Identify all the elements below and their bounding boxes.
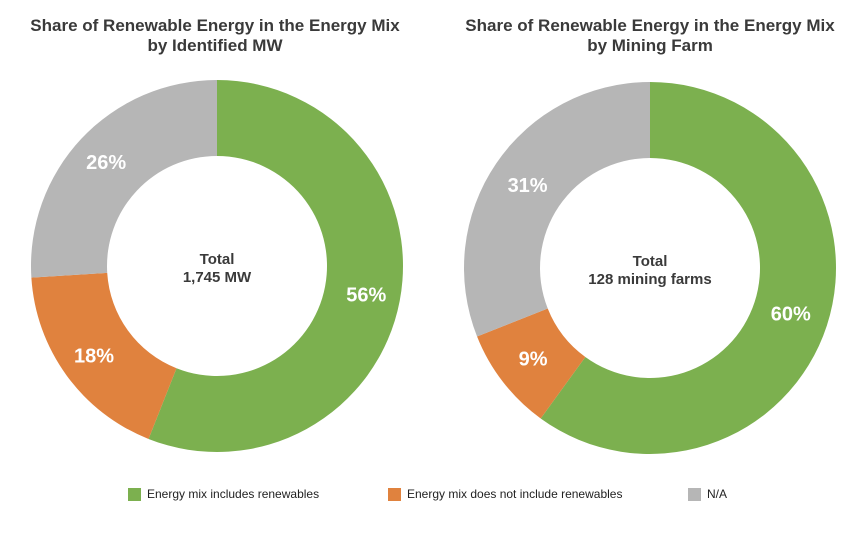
legend: Energy mix includes renewables Energy mi…	[0, 487, 862, 507]
chart-0-center-label-1: 1,745 MW	[183, 269, 252, 286]
chart-title-right-line-2: by Mining Farm	[587, 36, 713, 55]
chart-1-slice-no_renewables	[477, 308, 586, 419]
legend-label-renewables: Energy mix includes renewables	[147, 487, 320, 501]
legend-label-na: N/A	[707, 487, 728, 501]
chart-0-slice-renewables	[148, 80, 403, 452]
chart-title-left-line-2: by Identified MW	[147, 36, 283, 55]
chart-1-center-label-1: 128 mining farms	[588, 271, 711, 288]
chart-1-center-label-0: Total	[633, 253, 668, 270]
legend-swatch-no-renewables	[388, 487, 401, 501]
chart-0-slice-label-no_renewables: 18%	[74, 345, 114, 367]
legend-swatch-na	[688, 487, 701, 501]
chart-0-slice-no_renewables	[31, 272, 177, 439]
chart-title-right-line-1: Share of Renewable Energy in the Energy …	[465, 16, 835, 35]
chart-0-slice-na	[30, 80, 217, 278]
legend-label-no-renewables: Energy mix does not include renewables	[407, 487, 623, 501]
chart-0-slice-label-renewables: 56%	[346, 284, 386, 306]
chart-1-slice-label-no_renewables: 9%	[519, 349, 548, 371]
chart-1-slice-renewables	[540, 82, 837, 455]
legend-item-na: N/A	[688, 487, 727, 501]
chart-0-center-label-0: Total	[200, 251, 235, 268]
legend-item-renewables: Energy mix includes renewables	[128, 487, 319, 501]
chart-1-slice-na	[464, 82, 650, 337]
chart-1-slice-label-na: 31%	[508, 175, 548, 197]
legend-swatch-renewables	[128, 487, 141, 501]
chart-title-left: Share of Renewable Energy in the Energy …	[5, 16, 425, 56]
chart-1-slice-label-renewables: 60%	[771, 304, 811, 326]
chart-title-left-line-1: Share of Renewable Energy in the Energy …	[30, 16, 400, 35]
chart-0-slice-label-na: 26%	[86, 152, 126, 174]
chart-title-right: Share of Renewable Energy in the Energy …	[440, 16, 860, 56]
legend-item-no-renewables: Energy mix does not include renewables	[388, 487, 622, 501]
